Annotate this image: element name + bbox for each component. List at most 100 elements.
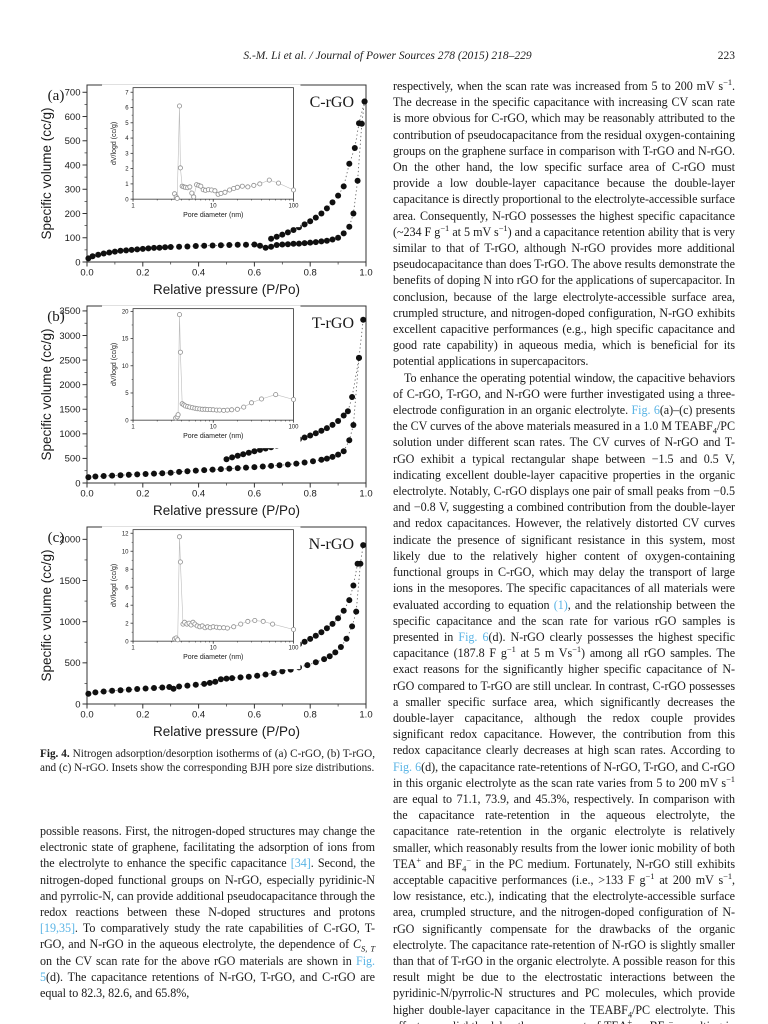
figure-6-link[interactable]: Fig. 6 — [631, 403, 660, 418]
header-citation: S.-M. Li et al. / Journal of Power Sourc… — [243, 50, 532, 62]
svg-text:0.8: 0.8 — [304, 489, 317, 500]
svg-text:dV/logd (cc/g): dV/logd (cc/g) — [111, 122, 118, 165]
svg-text:0.0: 0.0 — [80, 710, 93, 721]
svg-text:1000: 1000 — [59, 429, 80, 440]
svg-text:3000: 3000 — [59, 331, 80, 342]
svg-text:100: 100 — [288, 203, 299, 209]
svg-text:Pore diameter (nm): Pore diameter (nm) — [183, 212, 243, 219]
svg-text:(c): (c) — [48, 530, 65, 546]
svg-text:4: 4 — [125, 603, 129, 609]
svg-text:Specific volume (cc/g): Specific volume (cc/g) — [40, 549, 54, 681]
svg-text:20: 20 — [122, 309, 129, 315]
svg-text:10: 10 — [122, 364, 129, 370]
citation-link-34[interactable]: [34] — [290, 856, 311, 871]
svg-text:Relative pressure (P/Po): Relative pressure (P/Po) — [153, 724, 300, 739]
svg-text:2000: 2000 — [59, 380, 80, 391]
svg-text:1.0: 1.0 — [359, 710, 372, 721]
left-column-paragraph: possible reasons. First, the nitrogen-do… — [40, 824, 375, 1001]
svg-text:(a): (a) — [48, 88, 65, 104]
right-column: respectively, when the scan rate was inc… — [393, 78, 735, 1024]
svg-text:3: 3 — [125, 151, 129, 157]
figure-4c-isotherm-chart: 0.0 0.2 0.4 0.6 0.8 1.0 0 500 1000 1500 2000 Relati… — [39, 520, 375, 741]
equation-1-link[interactable]: (1) — [553, 597, 568, 612]
page-header: S.-M. Li et al. / Journal of Power Sourc… — [40, 50, 735, 68]
svg-text:0: 0 — [75, 478, 80, 489]
figure-5-link[interactable]: Fig. 5 — [40, 953, 375, 984]
two-column-layout: 0.0 0.2 0.4 0.6 0.8 1.0 0 100 200 300 400 500 600 700… — [39, 78, 735, 1024]
svg-text:1: 1 — [125, 182, 129, 188]
svg-text:0.4: 0.4 — [192, 268, 205, 279]
svg-text:0: 0 — [75, 699, 80, 710]
svg-text:0.2: 0.2 — [136, 710, 149, 721]
svg-text:C-rGO: C-rGO — [310, 94, 354, 111]
svg-text:500: 500 — [65, 454, 81, 465]
svg-text:0.0: 0.0 — [80, 489, 93, 500]
svg-text:dV/logd (cc/g): dV/logd (cc/g) — [111, 343, 118, 386]
svg-text:Specific volume (cc/g): Specific volume (cc/g) — [40, 107, 54, 239]
figure-4b-isotherm-chart: 0.0 0.2 0.4 0.6 0.8 1.0 0 500 1000 1500 2000 2500 30… — [39, 299, 375, 520]
svg-text:0: 0 — [125, 639, 129, 645]
svg-text:3500: 3500 — [59, 306, 80, 317]
svg-text:2: 2 — [125, 167, 129, 173]
svg-text:700: 700 — [65, 88, 81, 99]
svg-text:100: 100 — [288, 645, 299, 651]
svg-text:6: 6 — [125, 585, 129, 591]
svg-text:0.4: 0.4 — [192, 489, 205, 500]
figure-6d-link[interactable]: Fig. 6 — [458, 629, 489, 644]
svg-text:10: 10 — [210, 645, 217, 651]
figure-4a-isotherm-chart: 0.0 0.2 0.4 0.6 0.8 1.0 0 100 200 300 400 500 600 700… — [39, 78, 375, 299]
svg-text:1.0: 1.0 — [359, 489, 372, 500]
svg-text:1: 1 — [131, 645, 135, 651]
citation-link-19-35[interactable]: [19,35] — [40, 921, 75, 936]
svg-text:12: 12 — [122, 531, 129, 537]
svg-text:1.0: 1.0 — [359, 268, 372, 279]
svg-text:Relative pressure (P/Po): Relative pressure (P/Po) — [153, 282, 300, 297]
figure-caption-label: Fig. 4. — [40, 748, 70, 760]
svg-text:200: 200 — [65, 209, 81, 220]
svg-text:1500: 1500 — [59, 405, 80, 416]
svg-text:0: 0 — [75, 257, 80, 268]
svg-text:0.0: 0.0 — [80, 268, 93, 279]
svg-text:15: 15 — [122, 337, 129, 343]
svg-text:2000: 2000 — [59, 535, 80, 546]
right-column-paragraph-1: respectively, when the scan rate was inc… — [393, 76, 736, 369]
svg-text:1: 1 — [131, 424, 135, 430]
svg-text:Relative pressure (P/Po): Relative pressure (P/Po) — [153, 503, 300, 518]
svg-text:4: 4 — [125, 136, 129, 142]
svg-text:600: 600 — [65, 112, 81, 123]
svg-text:1500: 1500 — [59, 576, 80, 587]
left-column: 0.0 0.2 0.4 0.6 0.8 1.0 0 100 200 300 400 500 600 700… — [39, 78, 375, 1024]
svg-text:0.6: 0.6 — [248, 710, 261, 721]
svg-text:(b): (b) — [47, 309, 65, 325]
svg-text:2500: 2500 — [59, 355, 80, 366]
svg-text:Pore diameter (nm): Pore diameter (nm) — [183, 654, 243, 661]
figure-6d-link-2[interactable]: Fig. 6 — [393, 759, 422, 774]
svg-text:dV/logd (cc/g): dV/logd (cc/g) — [111, 564, 118, 607]
svg-text:10: 10 — [210, 203, 217, 209]
svg-text:T-rGO: T-rGO — [312, 315, 354, 332]
figure-caption-text: Nitrogen adsorption/desorption isotherms… — [40, 748, 375, 774]
svg-text:0.2: 0.2 — [136, 489, 149, 500]
svg-text:500: 500 — [65, 136, 81, 147]
svg-text:10: 10 — [122, 549, 129, 555]
svg-text:100: 100 — [288, 424, 299, 430]
figure-caption: Fig. 4. Nitrogen adsorption/desorption i… — [40, 747, 375, 775]
svg-text:8: 8 — [125, 567, 129, 573]
svg-text:Pore diameter (nm): Pore diameter (nm) — [183, 433, 243, 440]
svg-text:0: 0 — [125, 418, 129, 424]
svg-text:7: 7 — [125, 90, 129, 96]
svg-text:5: 5 — [125, 121, 129, 127]
svg-text:300: 300 — [65, 185, 81, 196]
svg-text:6: 6 — [125, 106, 129, 112]
svg-text:0.6: 0.6 — [248, 268, 261, 279]
svg-text:2: 2 — [125, 621, 129, 627]
svg-text:Specific volume (cc/g): Specific volume (cc/g) — [40, 328, 54, 460]
svg-text:5: 5 — [125, 391, 129, 397]
svg-text:100: 100 — [65, 233, 81, 244]
svg-text:500: 500 — [65, 658, 81, 669]
svg-text:400: 400 — [65, 160, 81, 171]
svg-text:0.2: 0.2 — [136, 268, 149, 279]
right-column-paragraph-2: To enhance the operating potential windo… — [393, 370, 736, 1024]
svg-text:0: 0 — [125, 197, 129, 203]
